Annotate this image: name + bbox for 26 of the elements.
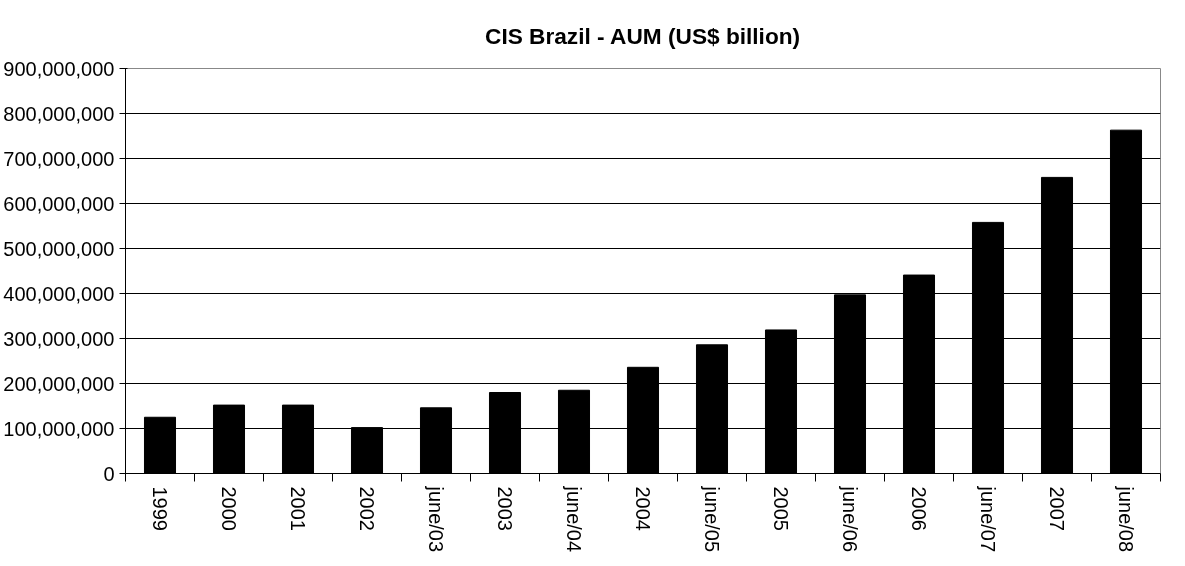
x-tick-label: june/03 bbox=[425, 485, 447, 553]
y-tick-label: 900,000,000 bbox=[3, 57, 115, 80]
x-tick-label: june/06 bbox=[839, 485, 861, 553]
y-tick-label: 500,000,000 bbox=[3, 237, 115, 260]
x-tick-label: 2001 bbox=[287, 486, 309, 531]
y-tick-label: 300,000,000 bbox=[3, 327, 115, 350]
x-tick-label: 2000 bbox=[218, 486, 240, 531]
y-tick-label: 800,000,000 bbox=[3, 102, 115, 125]
y-tick-label: 0 bbox=[103, 462, 115, 485]
x-tick-label: 2004 bbox=[632, 486, 654, 531]
y-tick-label: 700,000,000 bbox=[3, 147, 115, 170]
x-tick-label: june/04 bbox=[563, 485, 585, 553]
x-tick-label: 2005 bbox=[770, 486, 792, 531]
x-tick-label: 1999 bbox=[149, 486, 171, 531]
x-tick-label: 2007 bbox=[1046, 486, 1068, 531]
x-tick-label: june/07 bbox=[977, 485, 999, 553]
x-tick-label: 2006 bbox=[908, 486, 930, 531]
y-tick-label: 100,000,000 bbox=[3, 417, 115, 440]
x-tick-label: 2003 bbox=[494, 486, 516, 531]
y-tick-label: 400,000,000 bbox=[3, 282, 115, 305]
x-tick-label: 2002 bbox=[356, 486, 378, 531]
y-tick-label: 600,000,000 bbox=[3, 192, 115, 215]
x-tick-label: june/08 bbox=[1115, 485, 1137, 553]
x-tick-label: june/05 bbox=[701, 485, 723, 553]
chart-title: CIS Brazil - AUM (US$ billion) bbox=[485, 22, 801, 49]
y-tick-label: 200,000,000 bbox=[3, 372, 115, 395]
